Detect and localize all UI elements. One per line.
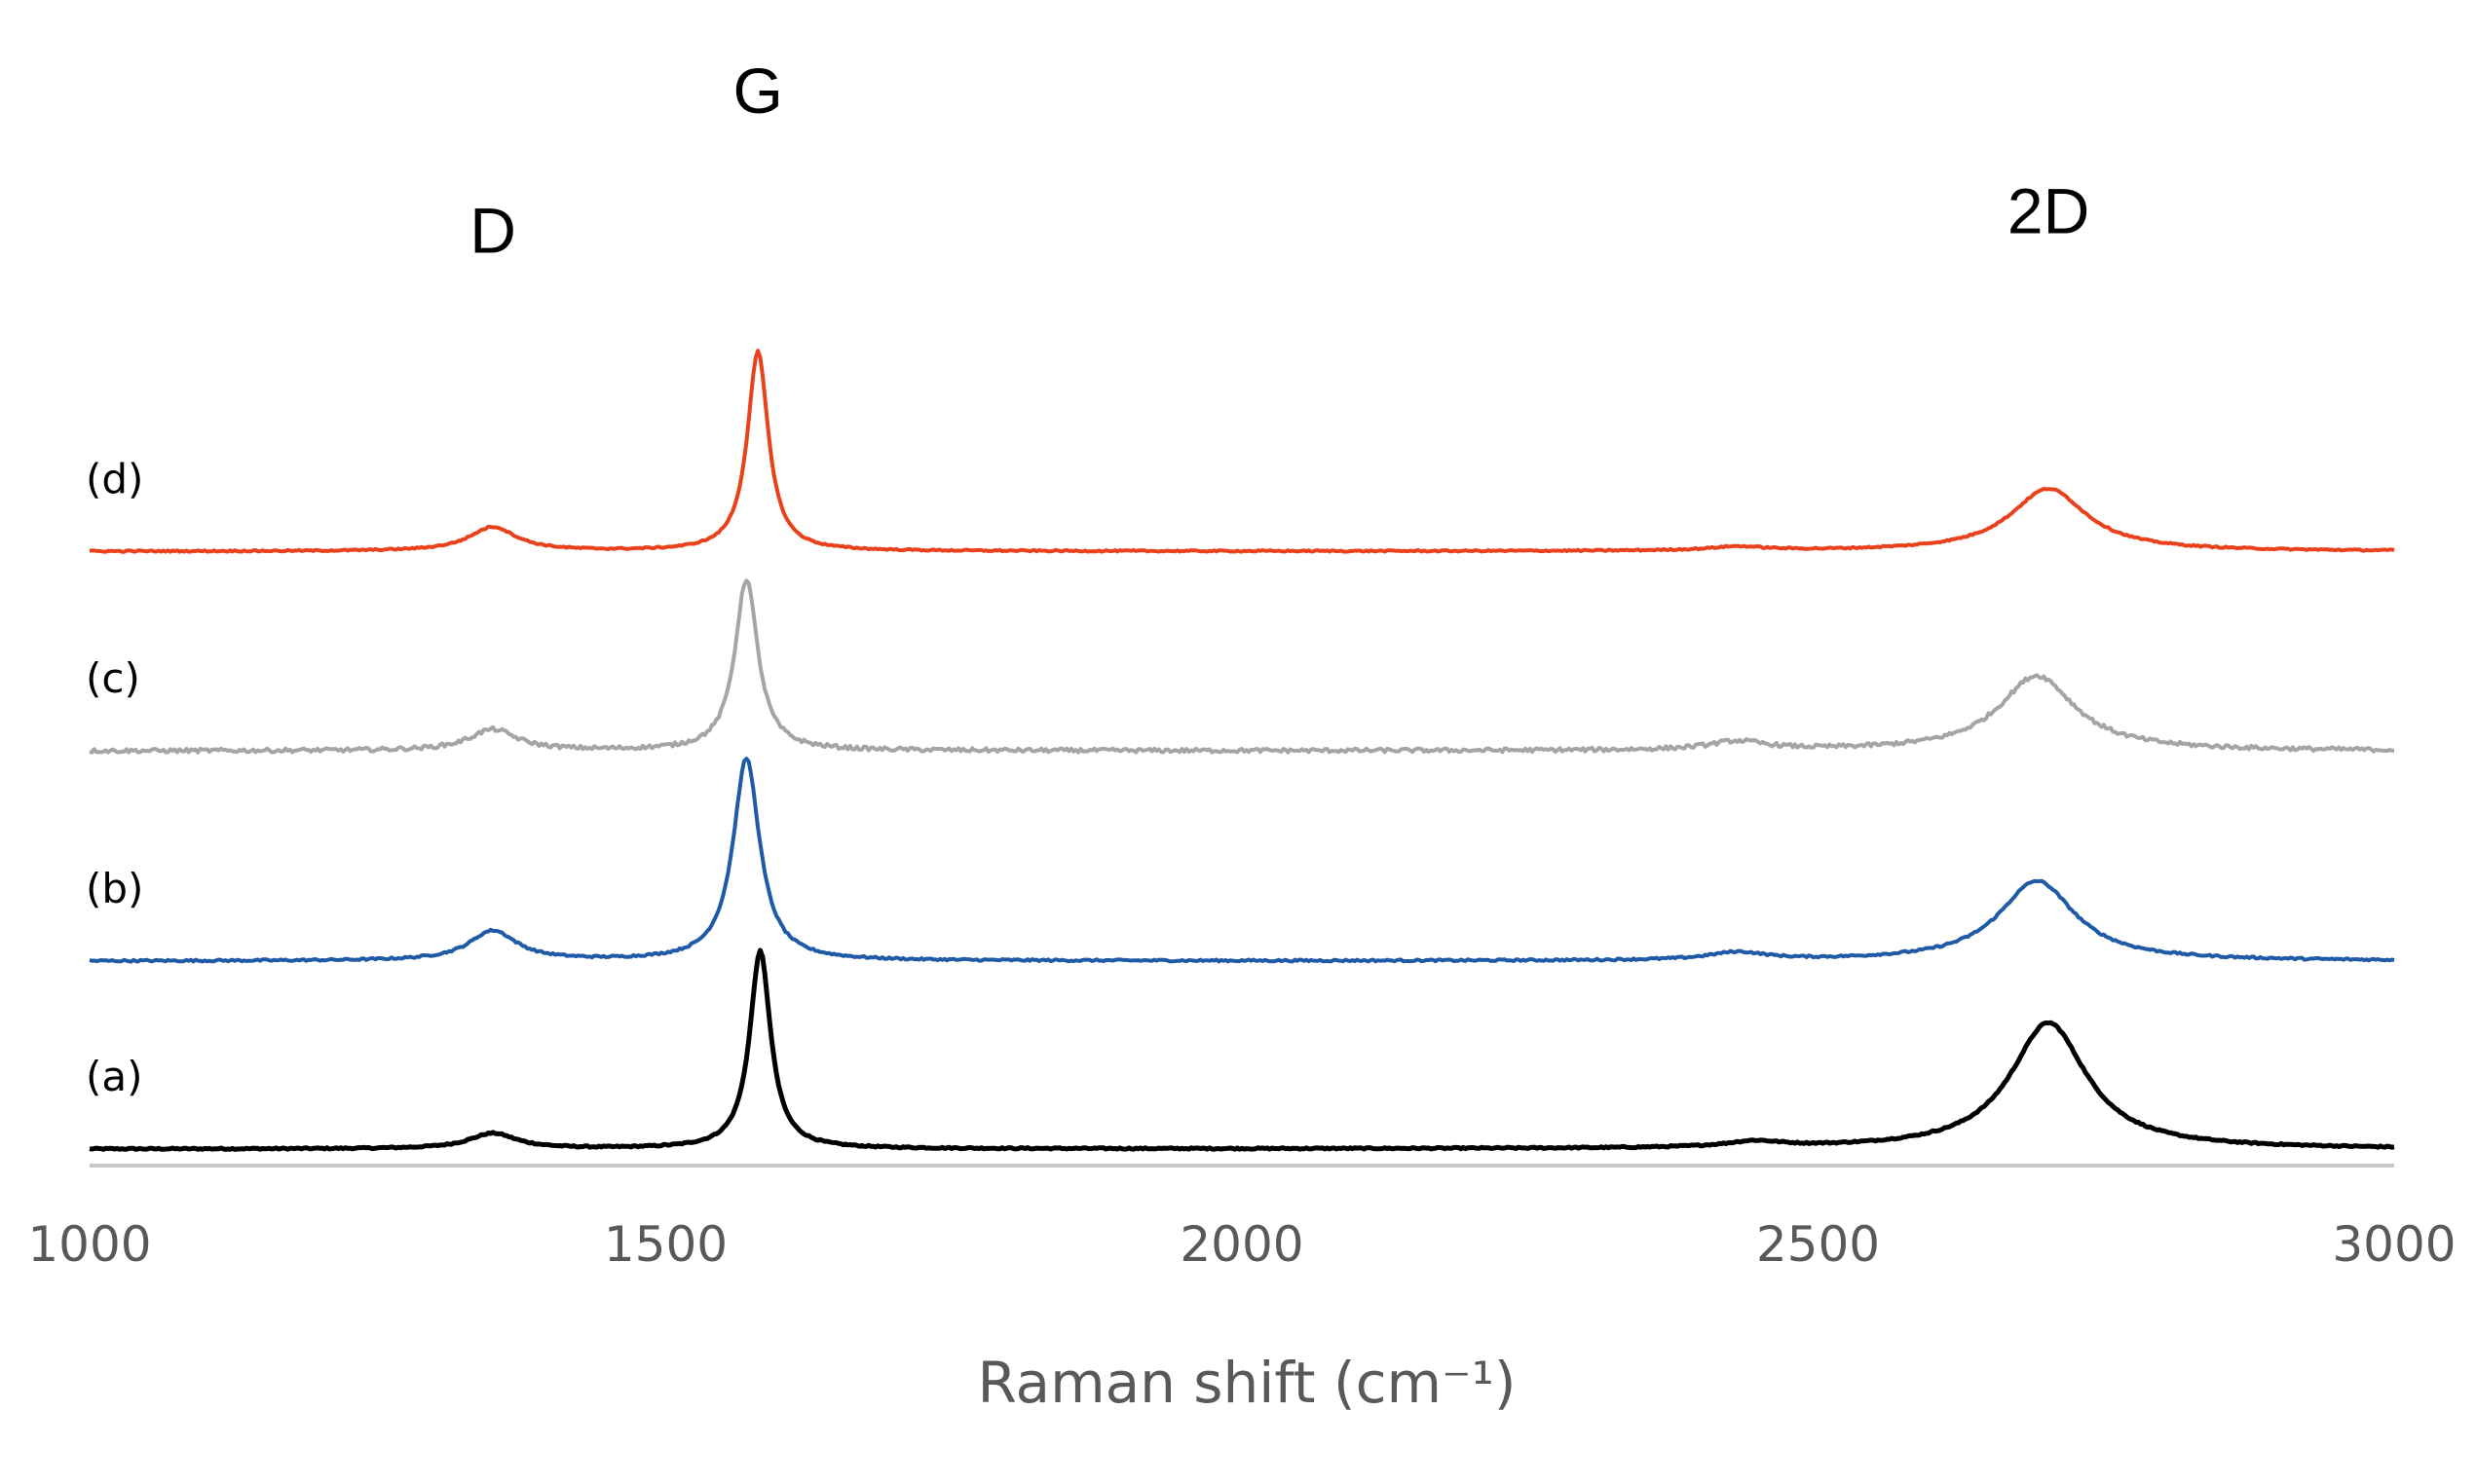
series-label-c: (c)	[86, 654, 140, 702]
peak-annotations: D G 2D	[469, 55, 2089, 267]
series-label-d: (d)	[86, 455, 143, 502]
x-tick-label-3000: 3000	[2332, 1216, 2456, 1273]
x-tick-labels: 1000 1500 2000 2500 3000	[27, 1216, 2456, 1273]
series-line-a	[89, 947, 2395, 1152]
peak-label-G: G	[732, 55, 782, 127]
series-line-b	[89, 757, 2395, 964]
x-tick-label-1500: 1500	[604, 1216, 728, 1273]
x-axis-title: Raman shift (cm⁻¹)	[978, 1350, 1517, 1416]
series-label-a: (a)	[86, 1053, 143, 1100]
x-tick-label-2500: 2500	[1756, 1216, 1880, 1273]
peak-label-2D: 2D	[2007, 175, 2089, 247]
series-labels: (a) (b) (c) (d)	[86, 455, 143, 1100]
peak-label-D: D	[469, 194, 516, 266]
series-label-b: (b)	[86, 865, 143, 912]
series-layer	[89, 349, 2395, 1152]
x-tick-label-1000: 1000	[27, 1216, 151, 1273]
series-line-c	[89, 578, 2395, 755]
series-line-d	[89, 349, 2395, 554]
x-tick-label-2000: 2000	[1180, 1216, 1303, 1273]
